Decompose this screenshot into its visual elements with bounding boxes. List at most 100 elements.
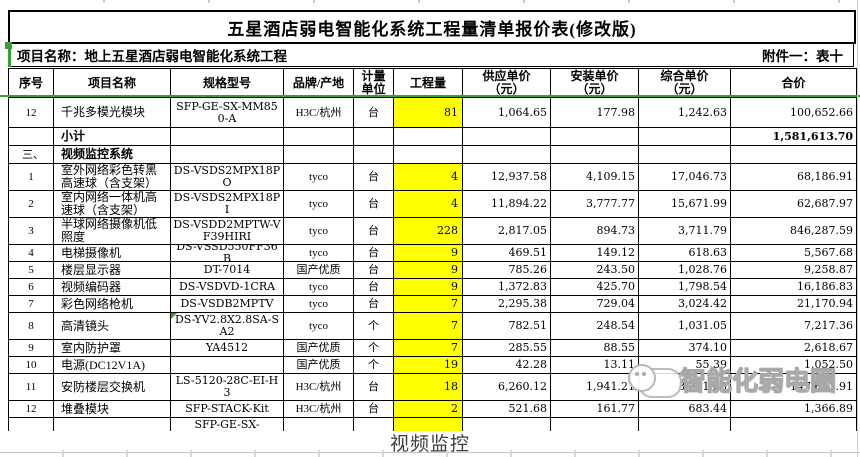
cell-qty: 4 xyxy=(394,164,463,191)
cell-supply-price: 2,295.38 xyxy=(463,296,551,313)
cell-qty: 9 xyxy=(394,262,463,279)
cell-qty: 2 xyxy=(394,401,463,418)
cell-qty: 9 xyxy=(394,279,463,296)
cell-unit: 台 xyxy=(354,245,394,262)
cell-unit: 台 xyxy=(354,262,394,279)
cell-brand xyxy=(284,146,354,164)
cell-spec: DS-VSDS2MPX18PO xyxy=(171,164,284,191)
cell-spec: SFP-STACK-Kit xyxy=(171,401,284,418)
cell-install-price: 894.73 xyxy=(551,218,639,245)
cell-install-price: 425.70 xyxy=(551,279,639,296)
cell-combined-price: 1,028.76 xyxy=(639,262,731,279)
cell-supply-price: 521.68 xyxy=(463,401,551,418)
cell-serial: 1 xyxy=(9,164,54,191)
cell-name: 电梯摄像机 xyxy=(54,245,171,262)
cell-name: 室内防护罩 xyxy=(54,340,171,357)
cell-serial: 三、 xyxy=(9,146,54,164)
cell-combined-price: 374.10 xyxy=(639,340,731,357)
column-header-brand: 品牌/产地 xyxy=(284,69,354,98)
cell-name: 小计 xyxy=(54,128,171,146)
cell-combined-price: 3,024.42 xyxy=(639,296,731,313)
cell-total-price: 68,186.91 xyxy=(731,164,857,191)
cell-supply-price: 2,817.05 xyxy=(463,218,551,245)
cell-serial: 2 xyxy=(9,191,54,218)
cell-supply-price xyxy=(463,128,551,146)
cell-name: 高清镜头 xyxy=(54,313,171,340)
column-header-name: 项目名称 xyxy=(54,69,171,98)
cell-name: 半球网络摄像机低照度 xyxy=(54,218,171,245)
cell-total-price: 2,618.67 xyxy=(731,340,857,357)
cell-supply-price: 782.51 xyxy=(463,313,551,340)
cell-name: 千兆多模光模块 xyxy=(54,98,171,128)
cell-supply-price: 6,260.12 xyxy=(463,374,551,401)
cell-total-price: 21,170.94 xyxy=(731,296,857,313)
cell-unit: 个 xyxy=(354,357,394,374)
cell-brand: tyco xyxy=(284,245,354,262)
cell-spec: DS-VSDD2MPTW-VF39HIRI xyxy=(171,218,284,245)
cell-spec: SFP-GE-SX-MM850-A xyxy=(171,98,284,128)
cell-brand: 国产优质 xyxy=(284,262,354,279)
cell-combined-price: 15,671.99 xyxy=(639,191,731,218)
cell-spec: DS-VSDB2MPTV xyxy=(171,296,284,313)
cell-qty: 81 xyxy=(394,98,463,128)
cell-total-price: 16,186.83 xyxy=(731,279,857,296)
cell-total-price: 62,687.97 xyxy=(731,191,857,218)
cell-install-price: 88.55 xyxy=(551,340,639,357)
cell-brand: H3C/杭州 xyxy=(284,98,354,128)
cell-install-price: 149.12 xyxy=(551,245,639,262)
attachment-label: 附件一：表十 xyxy=(762,49,843,64)
cell-name: 视频监控系统 xyxy=(54,146,171,164)
cell-qty: 19 xyxy=(394,357,463,374)
cell-serial xyxy=(9,128,54,146)
cell-total-price: 7,217.36 xyxy=(731,313,857,340)
cell-total-price: 5,567.68 xyxy=(731,245,857,262)
cell-unit: 台 xyxy=(354,98,394,128)
cell-install-price: 4,109.15 xyxy=(551,164,639,191)
cell-supply-price: 785.26 xyxy=(463,262,551,279)
cell-supply-price: 12,937.58 xyxy=(463,164,551,191)
cell-install-price: 13.11 xyxy=(551,357,639,374)
cell-qty: 7 xyxy=(394,313,463,340)
cell-total-price: 147,623.91 xyxy=(731,374,857,401)
cell-combined-price: 1,798.54 xyxy=(639,279,731,296)
cell-combined-price xyxy=(639,418,731,431)
cell-supply-price xyxy=(463,418,551,431)
cell-unit: 台 xyxy=(354,374,394,401)
cell-serial: 4 xyxy=(9,245,54,262)
cell-qty: 9 xyxy=(394,245,463,262)
spreadsheet-top-gridticks xyxy=(0,0,860,3)
cell-supply-price xyxy=(463,146,551,164)
cell-brand: tyco xyxy=(284,296,354,313)
column-header-unit: 计量 单位 xyxy=(354,69,394,98)
cell-qty: 4 xyxy=(394,191,463,218)
cell-serial xyxy=(9,418,54,431)
cell-unit: 台 xyxy=(354,191,394,218)
cell-supply-price: 1,064.65 xyxy=(463,98,551,128)
cell-serial: 8 xyxy=(9,313,54,340)
cell-install-price xyxy=(551,128,639,146)
cell-comment-marker xyxy=(171,313,177,319)
cell-spec: DT-7014 xyxy=(171,262,284,279)
cell-qty: 7 xyxy=(394,340,463,357)
cell-total-price: 100,652.66 xyxy=(731,98,857,128)
cell-spec: DS-YV2.8X2.8SA-SA2 xyxy=(171,313,284,340)
cell-qty: 7 xyxy=(394,296,463,313)
cell-brand: tyco xyxy=(284,218,354,245)
cell-unit xyxy=(354,128,394,146)
cell-spec: DS-VSDVD-1CRA xyxy=(171,279,284,296)
green-left-border xyxy=(8,45,11,67)
cell-serial: 12 xyxy=(9,401,54,418)
cell-spec: DS-VSSD550FF36B xyxy=(171,245,284,262)
cell-supply-price: 469.51 xyxy=(463,245,551,262)
cell-combined-price: 618.63 xyxy=(639,245,731,262)
cell-brand xyxy=(284,128,354,146)
cell-brand: tyco xyxy=(284,164,354,191)
cell-serial: 6 xyxy=(9,279,54,296)
cell-supply-price: 42.28 xyxy=(463,357,551,374)
cell-qty: 18 xyxy=(394,374,463,401)
cell-brand: 国产优质 xyxy=(284,340,354,357)
cell-total-price: 1,052.50 xyxy=(731,357,857,374)
green-divider-line xyxy=(0,95,860,97)
cell-unit xyxy=(354,146,394,164)
